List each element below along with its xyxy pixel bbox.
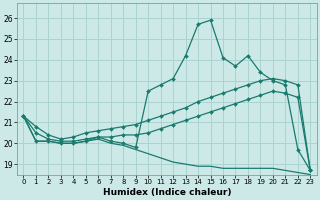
X-axis label: Humidex (Indice chaleur): Humidex (Indice chaleur) <box>103 188 231 197</box>
